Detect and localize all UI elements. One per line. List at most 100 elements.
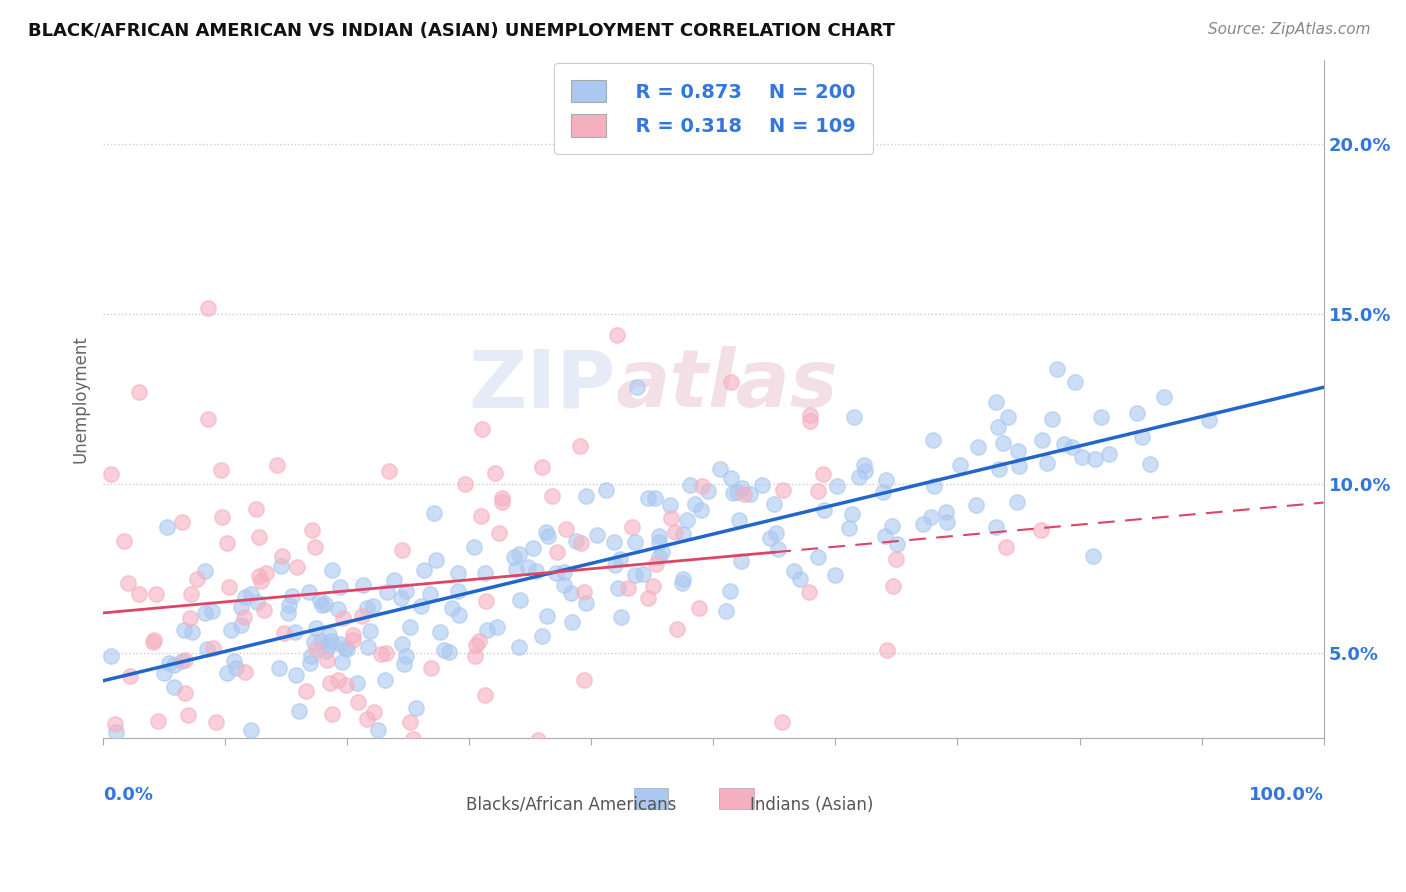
Point: [429, 624, 451, 639]
Point: [254, 566, 277, 581]
Point: [422, 506, 444, 520]
Point: [389, 591, 412, 606]
Point: [326, 602, 349, 616]
Point: [277, 598, 299, 612]
Point: [419, 661, 441, 675]
Point: [309, 592, 332, 607]
Point: [394, 583, 416, 598]
Point: [329, 637, 352, 651]
Point: [569, 440, 592, 454]
Point: [315, 643, 337, 657]
Point: [197, 411, 219, 425]
Point: [875, 473, 897, 487]
Point: [586, 528, 609, 542]
Point: [688, 601, 710, 615]
Point: [617, 581, 640, 595]
Point: [304, 540, 326, 554]
Point: [491, 495, 513, 509]
Point: [575, 489, 598, 503]
Point: [197, 301, 219, 316]
Point: [321, 706, 343, 721]
Point: [527, 733, 550, 747]
Point: [471, 422, 494, 436]
Point: [179, 611, 201, 625]
Point: [104, 724, 127, 739]
Point: [530, 459, 553, 474]
Point: [838, 521, 860, 535]
Point: [247, 530, 270, 544]
Point: [475, 623, 498, 637]
Point: [174, 686, 197, 700]
Point: [997, 410, 1019, 425]
Point: [534, 524, 557, 539]
Point: [335, 677, 357, 691]
Point: [988, 462, 1011, 476]
Text: Blacks/African Americans: Blacks/African Americans: [467, 796, 676, 814]
Point: [517, 560, 540, 574]
Point: [454, 477, 477, 491]
Point: [267, 748, 290, 763]
Point: [270, 559, 292, 574]
Point: [1031, 433, 1053, 447]
Point: [218, 580, 240, 594]
Point: [936, 515, 959, 529]
Point: [1005, 494, 1028, 508]
Point: [872, 485, 894, 500]
Point: [142, 635, 165, 649]
Point: [447, 607, 470, 622]
Point: [555, 522, 578, 536]
Point: [378, 464, 401, 478]
Point: [770, 714, 793, 729]
Point: [984, 394, 1007, 409]
Point: [100, 649, 122, 664]
Point: [948, 458, 970, 472]
Point: [488, 526, 510, 541]
Point: [1045, 362, 1067, 376]
Point: [284, 625, 307, 640]
Point: [984, 520, 1007, 534]
Point: [762, 497, 785, 511]
Point: [772, 483, 794, 498]
Point: [807, 484, 830, 499]
Point: [733, 486, 755, 500]
Point: [1007, 443, 1029, 458]
Point: [128, 385, 150, 400]
Point: [544, 566, 567, 580]
Point: [180, 587, 202, 601]
Point: [716, 604, 738, 618]
Point: [607, 581, 630, 595]
Point: [399, 715, 422, 730]
Point: [318, 638, 340, 652]
Point: [676, 513, 699, 527]
Point: [637, 491, 659, 506]
Point: [509, 593, 531, 607]
Point: [491, 491, 513, 506]
Legend:   R = 0.873    N = 200,   R = 0.318    N = 109: R = 0.873 N = 200, R = 0.318 N = 109: [554, 62, 873, 154]
Point: [765, 525, 787, 540]
Point: [163, 657, 186, 672]
Point: [637, 591, 659, 605]
Point: [342, 628, 364, 642]
Point: [197, 642, 219, 657]
Point: [103, 716, 125, 731]
Point: [664, 525, 686, 540]
Point: [922, 433, 945, 447]
Point: [186, 572, 208, 586]
Point: [993, 436, 1015, 450]
Point: [425, 552, 447, 566]
Point: [1139, 457, 1161, 471]
Point: [193, 564, 215, 578]
Point: [672, 526, 695, 541]
Point: [245, 502, 267, 516]
Point: [1084, 452, 1107, 467]
Point: [152, 666, 174, 681]
Point: [1198, 412, 1220, 426]
Point: [1081, 549, 1104, 563]
Point: [359, 624, 381, 639]
FancyBboxPatch shape: [720, 788, 754, 809]
Point: [882, 519, 904, 533]
Point: [231, 599, 253, 614]
Point: [367, 723, 389, 737]
Point: [626, 380, 648, 394]
Point: [156, 520, 179, 534]
